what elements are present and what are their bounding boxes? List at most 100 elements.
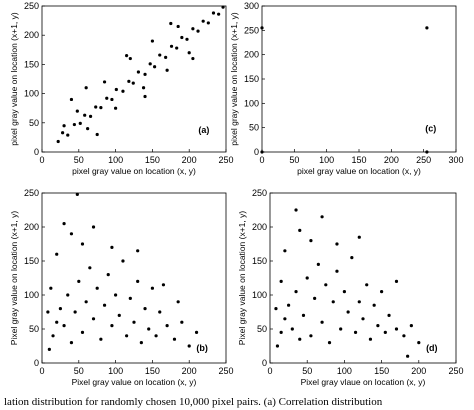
data-point: [75, 109, 79, 113]
data-point: [102, 80, 107, 84]
y-tick-label: 0: [34, 358, 39, 368]
y-tick-label: 100: [24, 290, 39, 300]
data-point: [221, 5, 225, 9]
data-point: [191, 56, 195, 61]
data-point: [211, 11, 216, 15]
data-point: [105, 96, 109, 100]
y-tick-label: 200: [244, 50, 259, 60]
x-tick-label: 150: [374, 366, 389, 376]
y-axis-label: pixel gray value on location (x+1, y): [229, 12, 239, 146]
x-tick-label: 200: [411, 366, 426, 376]
x-tick-label: 200: [182, 366, 197, 376]
data-point: [80, 330, 85, 334]
y-tick-label: 250: [24, 1, 39, 11]
x-tick-label: 0: [39, 366, 44, 376]
data-point: [294, 290, 298, 294]
data-point: [99, 106, 103, 110]
y-tick-label: 0: [254, 147, 259, 157]
data-point: [78, 121, 82, 125]
data-point: [114, 106, 118, 110]
data-point: [283, 317, 287, 321]
data-point: [279, 279, 283, 283]
data-point: [131, 81, 135, 85]
data-point: [180, 35, 184, 40]
data-point: [127, 79, 131, 83]
data-point: [110, 324, 114, 328]
data-point: [417, 341, 421, 345]
data-point: [335, 269, 339, 273]
data-point: [148, 62, 152, 66]
data-point: [88, 266, 92, 270]
data-point: [298, 337, 302, 341]
data-point: [69, 232, 74, 236]
data-point: [161, 283, 166, 287]
panel-b: 0 50 100 150 200 250 0 50 100 150 200 250 Pixel gray…: [9, 188, 234, 387]
data-point: [260, 26, 264, 30]
data-point: [91, 225, 96, 229]
data-point: [275, 344, 280, 348]
data-point: [153, 65, 157, 69]
data-point: [353, 330, 358, 334]
data-point: [139, 341, 143, 345]
data-point: [172, 337, 177, 341]
y-tick-label: 150: [244, 74, 259, 84]
x-axis-label: Pixel gray vlaue on location (x, y): [301, 377, 426, 387]
data-point: [301, 313, 306, 317]
data-point: [80, 242, 85, 246]
panel-tag: (b): [196, 343, 208, 353]
x-tick-label: 50: [74, 366, 84, 376]
data-point: [165, 68, 169, 72]
data-point: [368, 337, 373, 341]
data-point: [180, 320, 184, 324]
data-point: [117, 313, 121, 317]
data-point: [58, 307, 63, 311]
data-point: [125, 334, 129, 338]
panel-tag: (c): [425, 124, 436, 134]
y-tick-label: 150: [252, 256, 267, 266]
data-point: [185, 37, 189, 41]
data-point: [110, 245, 114, 249]
y-axis-label: Pixel gray value on location (x+1, y): [9, 211, 19, 346]
data-point: [175, 46, 179, 50]
y-tick-label: 0: [262, 358, 267, 368]
data-point: [121, 89, 125, 93]
plot-frame: [41, 5, 227, 153]
data-point: [316, 262, 320, 266]
data-point: [309, 239, 313, 243]
y-tick-label: 250: [24, 188, 39, 198]
data-point: [164, 55, 168, 59]
y-tick-label: 50: [249, 123, 259, 133]
y-tick-label: 50: [29, 118, 39, 128]
data-point: [217, 12, 221, 16]
data-point: [154, 334, 158, 338]
data-point: [136, 70, 141, 74]
data-point: [51, 334, 55, 338]
x-tick-label: 100: [108, 366, 123, 376]
data-point: [380, 290, 384, 294]
data-point: [55, 320, 59, 324]
data-point: [409, 324, 413, 328]
data-point: [357, 300, 361, 304]
x-tick-label: 200: [384, 155, 399, 165]
x-tick-label: 100: [319, 155, 334, 165]
y-tick-label: 200: [252, 222, 267, 232]
data-point: [327, 341, 332, 345]
data-point: [309, 334, 313, 338]
data-point: [196, 29, 200, 33]
data-point: [95, 286, 99, 290]
data-point: [62, 124, 66, 128]
x-tick-label: 250: [218, 366, 233, 376]
data-point: [132, 320, 136, 324]
data-point: [187, 51, 191, 55]
data-point: [169, 44, 174, 48]
x-tick-label: 200: [182, 155, 197, 165]
data-point: [187, 344, 191, 348]
data-point: [425, 150, 429, 154]
data-point: [49, 286, 53, 290]
data-point: [128, 296, 132, 300]
data-point: [147, 327, 151, 331]
data-point: [335, 242, 339, 246]
data-point: [141, 86, 146, 90]
data-point: [110, 97, 114, 102]
